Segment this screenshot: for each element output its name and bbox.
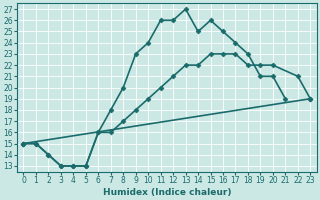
X-axis label: Humidex (Indice chaleur): Humidex (Indice chaleur) <box>103 188 231 197</box>
